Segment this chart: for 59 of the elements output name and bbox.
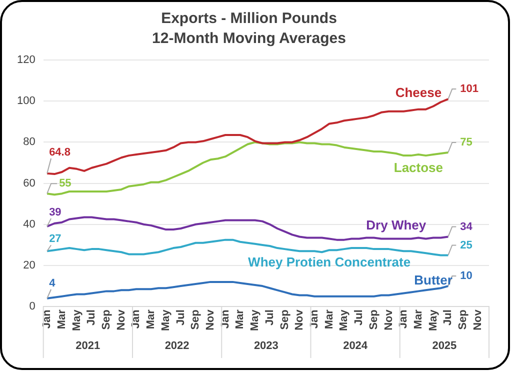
data-label: 55 <box>59 178 72 190</box>
x-tick-label: Nov <box>382 308 395 330</box>
x-tick-label: May <box>160 308 172 332</box>
data-label: 10 <box>460 270 472 282</box>
x-tick-label: Nov <box>294 308 306 330</box>
x-tick-label: Jan <box>130 309 142 329</box>
x-tick-label: Jan <box>219 309 232 329</box>
x-tick-label: Mar <box>56 308 68 330</box>
data-label: 75 <box>460 136 472 149</box>
x-tick-label: Sep <box>100 309 113 330</box>
series-label: Butter <box>414 272 452 288</box>
series-label: Lactose <box>394 160 444 176</box>
x-tick-label: Jul <box>442 310 454 326</box>
data-label: 4 <box>49 277 56 290</box>
x-tick-label: Mar <box>234 308 246 330</box>
x-tick-label: Nov <box>115 308 128 330</box>
x-tick-label: Jan <box>41 309 54 329</box>
y-tick-label: 60 <box>23 177 36 190</box>
x-tick-label: May <box>338 308 350 332</box>
x-tick-label: Nov <box>204 308 216 330</box>
series-label: Whey Protien Concentrate <box>248 254 411 270</box>
y-tick-label: 80 <box>23 136 36 148</box>
y-tick-label: 100 <box>16 95 36 108</box>
x-tick-label: Sep <box>190 309 202 330</box>
text: 2023 <box>254 340 278 352</box>
x-tick-label: Jul <box>174 310 187 326</box>
x-tick-label: May <box>249 308 262 332</box>
x-tick-label: Sep <box>278 309 291 330</box>
data-label: 25 <box>460 239 472 252</box>
data-label: 34 <box>460 220 474 233</box>
chart-subtitle: 12-Month Moving Averages <box>152 30 346 48</box>
y-tick-label: 0 <box>29 300 36 313</box>
series-label: Cheese <box>395 84 442 100</box>
data-label: 101 <box>460 83 479 96</box>
text: 2025 <box>432 340 457 352</box>
series-label: Dry Whey <box>366 217 427 232</box>
x-tick-label: Jan <box>398 309 410 329</box>
text: 2021 <box>76 340 100 352</box>
x-tick-label: May <box>427 308 440 332</box>
x-tick-label: May <box>70 308 83 332</box>
y-tick-label: 20 <box>23 260 36 272</box>
data-label: 27 <box>49 233 62 246</box>
x-tick-label: Jan <box>308 309 320 329</box>
data-label: 64.8 <box>49 146 70 158</box>
y-tick-label: 120 <box>16 54 36 66</box>
chart-title: Exports - Million Pounds <box>161 10 337 28</box>
text: 2024 <box>343 340 368 352</box>
x-tick-label: Sep <box>457 309 470 330</box>
x-tick-label: Jul <box>86 310 98 326</box>
data-label: 39 <box>49 206 62 218</box>
y-tick-label: 40 <box>23 218 36 230</box>
x-tick-label: Jul <box>353 310 366 326</box>
x-tick-label: Mar <box>412 308 424 330</box>
x-tick-label: Nov <box>472 308 484 330</box>
text: 2022 <box>164 340 190 352</box>
x-tick-label: Mar <box>145 308 158 330</box>
x-tick-label: Mar <box>323 308 336 330</box>
x-tick-label: Jul <box>264 310 276 326</box>
x-tick-label: Sep <box>368 309 380 330</box>
